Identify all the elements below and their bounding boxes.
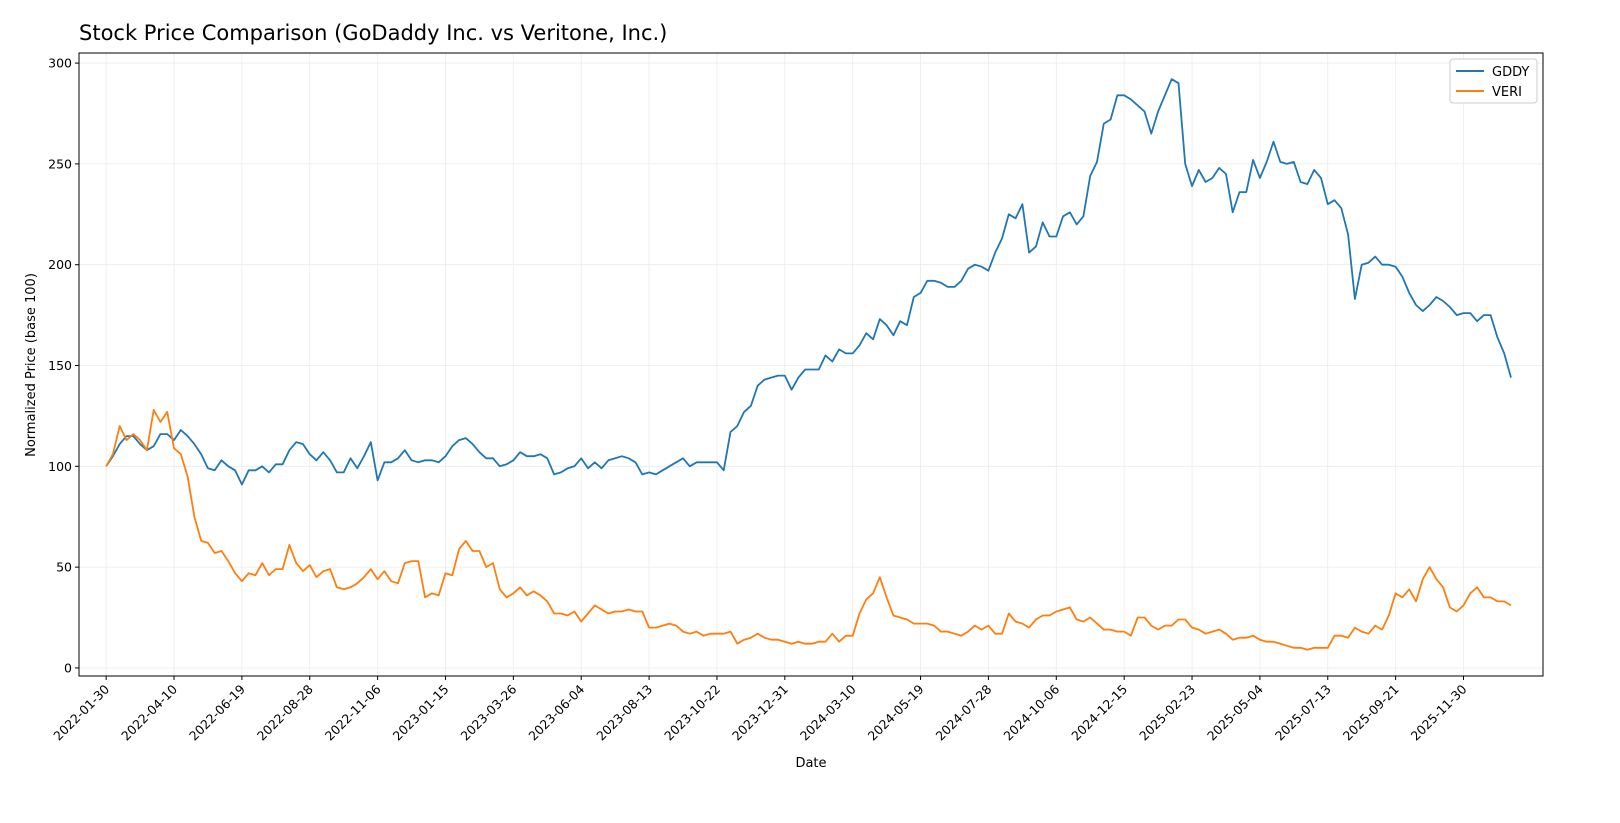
x-tick-label: 2025-11-30	[1408, 681, 1470, 743]
legend: GDDY VERI	[1449, 58, 1538, 104]
plot-frame	[78, 52, 1544, 677]
x-axis-label: Date	[795, 756, 826, 771]
x-tick-label: 2025-09-21	[1340, 682, 1402, 744]
x-tick-label: 2023-10-22	[661, 682, 723, 744]
x-tick-label: 2022-08-28	[254, 681, 316, 743]
x-tick-label: 2025-02-23	[1136, 682, 1198, 744]
x-tick-label: 2022-11-06	[322, 681, 384, 743]
y-tick-label: 150	[48, 358, 72, 373]
y-tick-label: 0	[64, 660, 72, 675]
legend-label-gddy: GDDY	[1492, 65, 1529, 80]
x-tick-label: 2022-01-30	[50, 681, 112, 743]
x-tick-label: 2024-05-19	[865, 681, 927, 743]
y-tick-label: 200	[48, 257, 72, 272]
series-line-gddy	[105, 78, 1512, 486]
x-tick-label: 2023-08-13	[593, 682, 655, 744]
grid	[79, 53, 1543, 676]
x-tick-label: 2024-10-06	[1000, 681, 1062, 743]
y-tick-label: 50	[56, 560, 72, 575]
series-line-veri	[105, 408, 1512, 651]
x-axis: 2022-01-30 2022-04-10 2022-06-19 2022-08-28…	[50, 676, 1470, 744]
x-tick-label: 2023-06-04	[525, 681, 587, 743]
x-tick-label: 2023-03-26	[457, 681, 519, 743]
chart-title: Stock Price Comparison (GoDaddy Inc. vs …	[79, 21, 667, 45]
y-tick-label: 100	[48, 459, 72, 474]
x-tick-label: 2022-04-10	[118, 681, 180, 743]
y-tick-label: 300	[48, 56, 72, 71]
x-tick-label: 2023-01-15	[390, 682, 452, 744]
x-tick-label: 2024-03-10	[797, 681, 859, 743]
y-axis-label: Normalized Price (base 100)	[24, 273, 39, 457]
legend-label-veri: VERI	[1492, 85, 1522, 100]
x-tick-label: 2025-07-13	[1272, 682, 1334, 744]
x-tick-label: 2024-12-15	[1068, 682, 1130, 744]
x-tick-label: 2022-06-19	[186, 681, 248, 743]
y-tick-label: 250	[48, 156, 72, 171]
x-tick-label: 2023-12-31	[729, 682, 791, 744]
y-axis: 0 50 100 150 200 250 300	[48, 56, 79, 675]
x-tick-label: 2024-07-28	[933, 681, 995, 743]
x-tick-label: 2025-05-04	[1204, 681, 1266, 743]
series-lines	[105, 78, 1512, 651]
